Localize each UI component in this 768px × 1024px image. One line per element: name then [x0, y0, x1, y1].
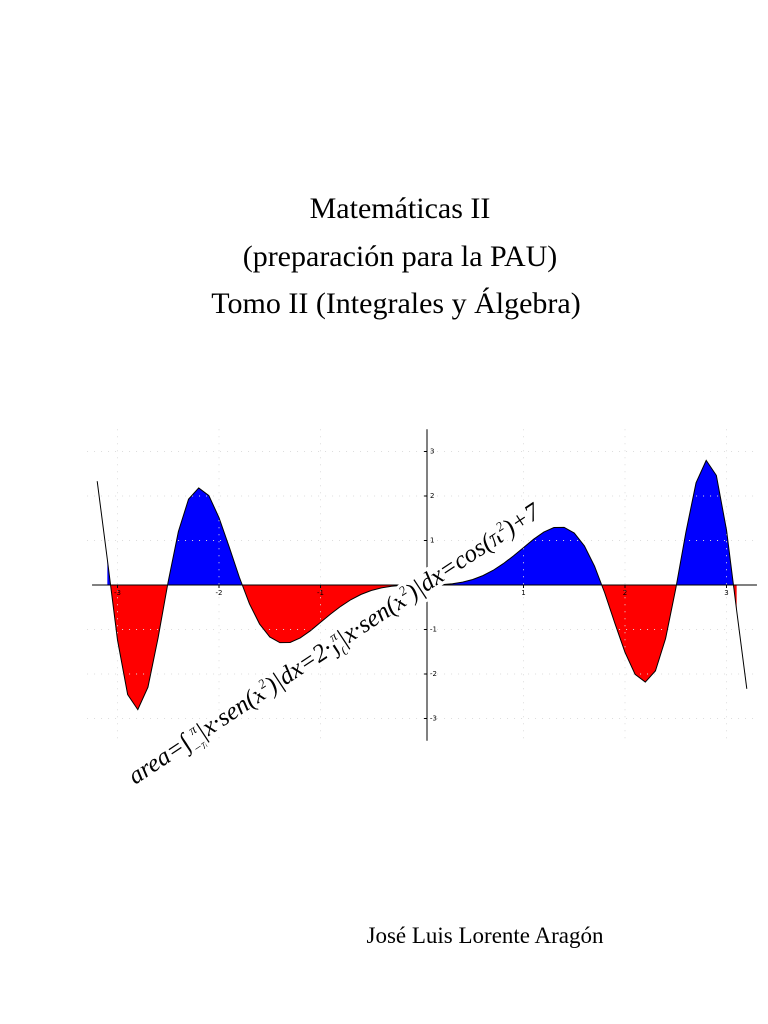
- title-line: Matemáticas II: [310, 192, 491, 225]
- y-tick-label: -1: [430, 626, 437, 634]
- area-negative: [107, 585, 737, 710]
- formula-part: |x·sen(x: [191, 680, 270, 745]
- formula-part: )|dx=2·: [259, 635, 338, 700]
- x-tick-label: 3: [724, 589, 728, 597]
- x-tick-label: 2: [623, 589, 627, 597]
- author: José Luis Lorente Aragón: [367, 923, 604, 948]
- title-line: Tomo II (Integrales y Álgebra): [211, 287, 580, 320]
- plot: -3 -2 -1 1 2 3-3-2-1123area=∫−ππ|x·sen(x2)|dx…: [87, 429, 757, 793]
- x-tick-label: -2: [216, 589, 223, 597]
- curve: [96, 459, 748, 711]
- y-tick-label: 2: [430, 492, 434, 500]
- formula-part: )|dx=cos(π: [400, 522, 509, 607]
- y-tick-label: 3: [430, 448, 434, 456]
- x-tick-label: -3: [114, 589, 121, 597]
- y-tick-label: 1: [430, 537, 434, 545]
- title-line: (preparación para la PAU): [243, 240, 558, 273]
- x-tick-label: -1: [317, 589, 324, 597]
- y-tick-label: -2: [430, 670, 437, 678]
- y-tick-label: -3: [430, 715, 437, 723]
- area-positive: [107, 460, 737, 585]
- x-tick-label: 1: [521, 589, 525, 597]
